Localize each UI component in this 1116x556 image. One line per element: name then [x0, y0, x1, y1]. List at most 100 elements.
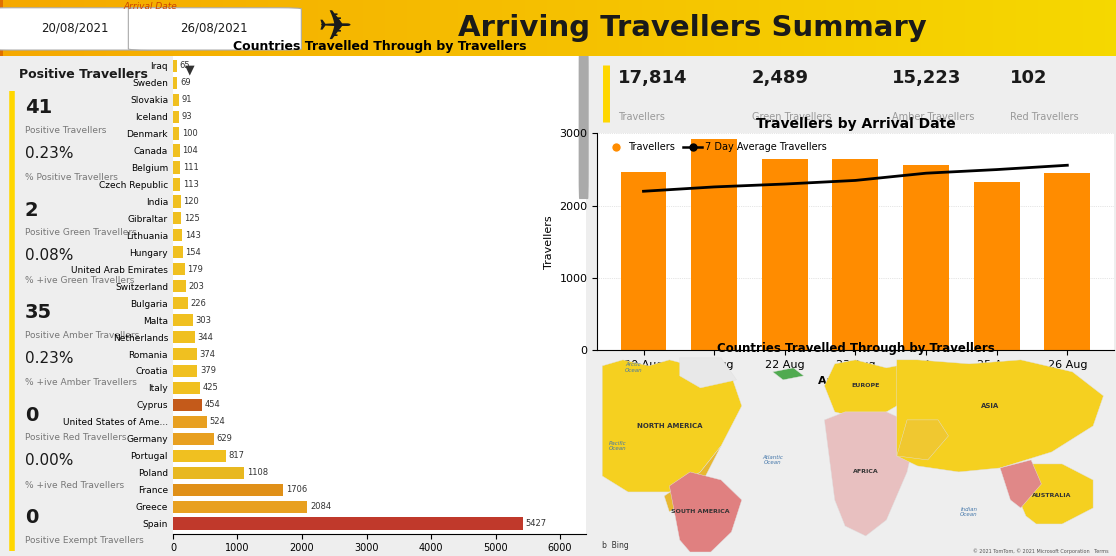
- Bar: [290, 0, 296, 56]
- Bar: [921, 0, 926, 56]
- Bar: [848, 0, 854, 56]
- Bar: [173, 382, 201, 394]
- Bar: [865, 0, 870, 56]
- Bar: [173, 450, 225, 462]
- Bar: [597, 0, 603, 56]
- Text: 111: 111: [183, 163, 199, 172]
- Bar: [95, 0, 100, 56]
- Bar: [541, 0, 547, 56]
- Bar: [173, 0, 179, 56]
- FancyBboxPatch shape: [128, 8, 301, 50]
- Text: AFRICA: AFRICA: [853, 469, 878, 474]
- Text: 15,223: 15,223: [892, 69, 961, 87]
- Bar: [257, 0, 262, 56]
- Bar: [870, 0, 876, 56]
- Bar: [352, 0, 357, 56]
- Bar: [1066, 0, 1071, 56]
- Bar: [190, 0, 195, 56]
- Text: Arrival Date: Arrival Date: [124, 2, 177, 11]
- Polygon shape: [680, 358, 737, 388]
- Bar: [809, 0, 815, 56]
- Text: 379: 379: [200, 366, 217, 375]
- Bar: [100, 0, 106, 56]
- Bar: [620, 172, 666, 350]
- Bar: [898, 0, 904, 56]
- Bar: [285, 0, 290, 56]
- Text: 344: 344: [198, 332, 213, 341]
- Bar: [833, 160, 878, 350]
- Bar: [357, 0, 363, 56]
- Text: 303: 303: [195, 316, 211, 325]
- Text: % +ive Green Travellers: % +ive Green Travellers: [25, 276, 134, 285]
- Bar: [0, 0, 3, 56]
- Bar: [173, 500, 307, 513]
- Bar: [591, 0, 597, 56]
- Bar: [89, 0, 95, 56]
- Bar: [173, 416, 206, 428]
- Bar: [714, 0, 720, 56]
- Bar: [491, 0, 497, 56]
- Bar: [61, 0, 67, 56]
- Text: ✈: ✈: [317, 7, 353, 49]
- Text: Positive Green Travellers: Positive Green Travellers: [25, 228, 136, 237]
- Bar: [1077, 0, 1083, 56]
- Bar: [965, 0, 971, 56]
- Text: 179: 179: [187, 265, 203, 274]
- Text: 125: 125: [184, 214, 200, 223]
- Bar: [173, 212, 181, 225]
- Bar: [56, 0, 61, 56]
- Text: 0.23%: 0.23%: [25, 351, 74, 366]
- Text: 425: 425: [203, 384, 219, 393]
- Bar: [279, 0, 285, 56]
- Bar: [173, 433, 213, 445]
- Text: 5427: 5427: [526, 519, 547, 528]
- Bar: [173, 127, 180, 140]
- Bar: [173, 145, 180, 157]
- Bar: [11, 0, 17, 56]
- Bar: [173, 229, 182, 241]
- Text: 26/08/2021: 26/08/2021: [181, 21, 248, 34]
- Bar: [1110, 0, 1116, 56]
- Bar: [547, 0, 552, 56]
- Bar: [1094, 0, 1099, 56]
- Bar: [0, 0, 6, 56]
- Text: Red Travellers: Red Travellers: [1010, 112, 1079, 122]
- Title: Countries Travelled Through by Travellers: Countries Travelled Through by Traveller…: [233, 40, 526, 53]
- Bar: [106, 0, 112, 56]
- Text: 41: 41: [25, 98, 52, 117]
- Polygon shape: [1010, 464, 1093, 524]
- Bar: [469, 0, 474, 56]
- Text: Atlantic
Ocean: Atlantic Ocean: [762, 454, 783, 465]
- Bar: [45, 0, 50, 56]
- Bar: [379, 0, 385, 56]
- Bar: [820, 0, 826, 56]
- Bar: [536, 0, 541, 56]
- Bar: [614, 0, 619, 56]
- Bar: [173, 314, 193, 326]
- Bar: [273, 0, 279, 56]
- Text: 374: 374: [200, 350, 215, 359]
- Bar: [776, 0, 781, 56]
- Text: Green Travellers: Green Travellers: [752, 112, 831, 122]
- Bar: [173, 161, 180, 173]
- Bar: [173, 297, 187, 309]
- Bar: [580, 0, 586, 56]
- Bar: [223, 0, 229, 56]
- Bar: [976, 0, 982, 56]
- Bar: [173, 399, 202, 411]
- Bar: [262, 0, 268, 56]
- Bar: [974, 182, 1020, 350]
- Bar: [441, 0, 446, 56]
- Bar: [748, 0, 753, 56]
- Bar: [229, 0, 234, 56]
- Bar: [307, 0, 312, 56]
- Bar: [480, 0, 485, 56]
- Bar: [647, 0, 653, 56]
- Bar: [374, 0, 379, 56]
- Bar: [173, 263, 184, 275]
- Bar: [932, 0, 937, 56]
- Polygon shape: [772, 368, 804, 380]
- Bar: [988, 0, 993, 56]
- Bar: [926, 0, 932, 56]
- Bar: [173, 331, 195, 343]
